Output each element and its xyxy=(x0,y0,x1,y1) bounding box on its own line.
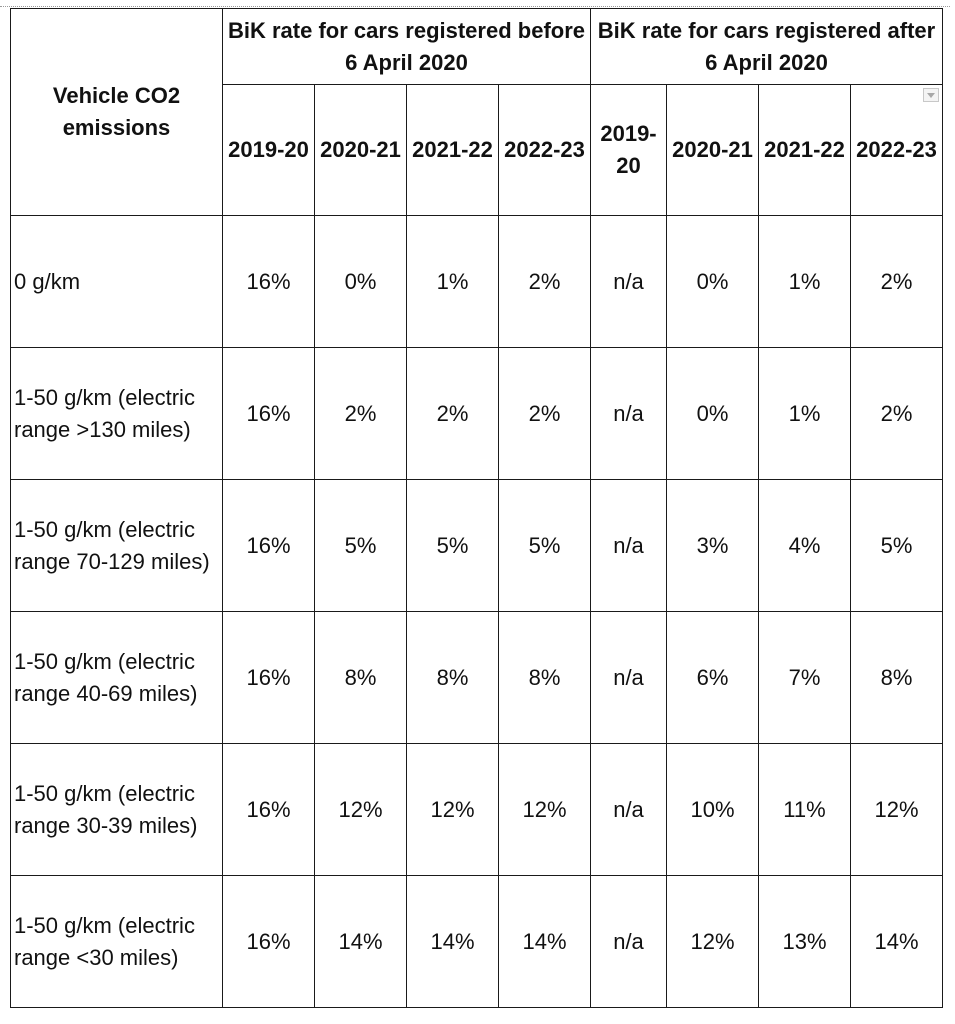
table-row: 1-50 g/km (electric range 70-129 miles) … xyxy=(10,479,943,612)
rate-cell: 6% xyxy=(666,611,759,744)
year-header: 2021-22 xyxy=(758,84,851,216)
rate-cell: 2% xyxy=(498,347,591,480)
rate-cell: 5% xyxy=(406,479,499,612)
rate-cell: n/a xyxy=(590,347,667,480)
rate-cell: 16% xyxy=(222,347,315,480)
rate-cell: 0% xyxy=(666,215,759,348)
table-row: 1-50 g/km (electric range >130 miles) 16… xyxy=(10,347,943,480)
rate-cell: 12% xyxy=(498,743,591,876)
rate-cell: 8% xyxy=(314,611,407,744)
rate-cell: 8% xyxy=(850,611,943,744)
rate-cell: n/a xyxy=(590,743,667,876)
before-april-2020-header: BiK rate for cars registered before 6 Ap… xyxy=(222,8,591,85)
rate-cell: 13% xyxy=(758,875,851,1008)
rate-cell: 0% xyxy=(666,347,759,480)
year-header: 2019-20 xyxy=(590,84,667,216)
table-row: 1-50 g/km (electric range 40-69 miles) 1… xyxy=(10,611,943,744)
rate-cell: 5% xyxy=(850,479,943,612)
rate-cell: 1% xyxy=(758,347,851,480)
rate-cell: 16% xyxy=(222,743,315,876)
rate-cell: n/a xyxy=(590,479,667,612)
year-header-with-filter: 2022-23 xyxy=(850,84,943,216)
rate-cell: 2% xyxy=(498,215,591,348)
rate-cell: 16% xyxy=(222,875,315,1008)
rate-cell: 7% xyxy=(758,611,851,744)
rate-cell: 14% xyxy=(498,875,591,1008)
rate-cell: 1% xyxy=(406,215,499,348)
rate-cell: 16% xyxy=(222,479,315,612)
emissions-label: 1-50 g/km (electric range 40-69 miles) xyxy=(10,611,223,744)
emissions-label: 1-50 g/km (electric range <30 miles) xyxy=(10,875,223,1008)
after-april-2020-header: BiK rate for cars registered after 6 Apr… xyxy=(590,8,943,85)
rate-cell: 12% xyxy=(406,743,499,876)
rate-cell: 0% xyxy=(314,215,407,348)
group-header-row: Vehicle CO2 emissions BiK rate for cars … xyxy=(10,8,943,216)
emissions-label: 1-50 g/km (electric range 70-129 miles) xyxy=(10,479,223,612)
rate-cell: 11% xyxy=(758,743,851,876)
rate-cell: 2% xyxy=(850,347,943,480)
emissions-label: 0 g/km xyxy=(10,215,223,348)
rate-cell: n/a xyxy=(590,215,667,348)
year-header: 2021-22 xyxy=(406,84,499,216)
rate-cell: 3% xyxy=(666,479,759,612)
rate-cell: 2% xyxy=(406,347,499,480)
year-header: 2020-21 xyxy=(666,84,759,216)
table-row: 1-50 g/km (electric range <30 miles) 16%… xyxy=(10,875,943,1008)
top-dotted-border xyxy=(0,6,950,7)
rate-cell: 4% xyxy=(758,479,851,612)
rate-cell: n/a xyxy=(590,611,667,744)
year-header: 2019-20 xyxy=(222,84,315,216)
rate-cell: 10% xyxy=(666,743,759,876)
rate-cell: 16% xyxy=(222,611,315,744)
rate-cell: 12% xyxy=(666,875,759,1008)
rate-cell: 5% xyxy=(314,479,407,612)
year-header: 2020-21 xyxy=(314,84,407,216)
table-row: 0 g/km 16% 0% 1% 2% n/a 0% 1% 2% xyxy=(10,215,943,348)
rate-cell: 5% xyxy=(498,479,591,612)
emissions-label: 1-50 g/km (electric range 30-39 miles) xyxy=(10,743,223,876)
rate-cell: 1% xyxy=(758,215,851,348)
year-header: 2022-23 xyxy=(498,84,591,216)
emissions-label: 1-50 g/km (electric range >130 miles) xyxy=(10,347,223,480)
year-header-text: 2022-23 xyxy=(856,137,937,162)
rate-cell: 12% xyxy=(314,743,407,876)
rate-cell: 14% xyxy=(406,875,499,1008)
rate-cell: n/a xyxy=(590,875,667,1008)
rate-cell: 2% xyxy=(314,347,407,480)
rate-cell: 12% xyxy=(850,743,943,876)
table-row: 1-50 g/km (electric range 30-39 miles) 1… xyxy=(10,743,943,876)
rate-cell: 8% xyxy=(406,611,499,744)
rate-cell: 14% xyxy=(314,875,407,1008)
rate-cell: 8% xyxy=(498,611,591,744)
rate-cell: 14% xyxy=(850,875,943,1008)
rate-cell: 16% xyxy=(222,215,315,348)
bik-rates-table: Vehicle CO2 emissions BiK rate for cars … xyxy=(10,8,943,1008)
rate-cell: 2% xyxy=(850,215,943,348)
co2-emissions-header: Vehicle CO2 emissions xyxy=(10,8,223,216)
filter-dropdown-icon[interactable] xyxy=(923,88,939,102)
